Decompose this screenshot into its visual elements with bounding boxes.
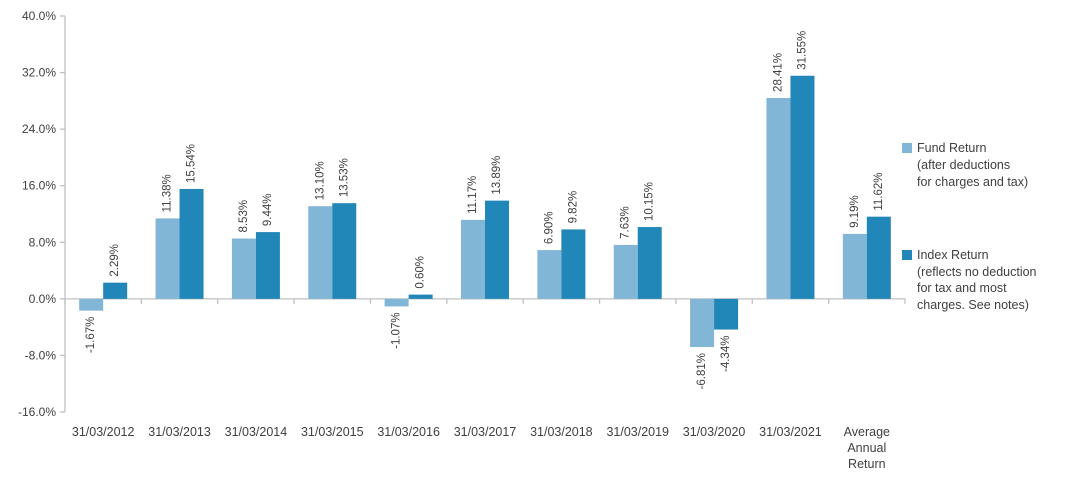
x-axis-label: 31/03/2019 [606,425,669,439]
y-axis-label: 8.0% [29,235,57,249]
value-label: 15.54% [186,144,198,183]
bar [790,75,815,299]
bar [308,206,333,299]
y-axis-label: 32.0% [22,66,56,80]
bar [461,219,485,299]
value-label: 10.15% [644,182,656,221]
x-axis-label: 31/03/2020 [683,425,746,439]
x-axis-label: 31/03/2014 [225,425,288,439]
index-return-swatch-icon [902,249,912,260]
bar [485,200,509,299]
x-axis-label: 31/03/2021 [759,425,822,439]
x-axis-label: 31/03/2018 [530,425,593,439]
value-label: 13.53% [338,158,350,197]
value-label: 8.53% [238,200,250,233]
value-label: 11.62% [873,173,885,211]
y-axis-label: -16.0% [18,405,56,419]
bar [408,294,433,299]
value-label: 0.60% [415,256,427,289]
y-axis-label: 0.0% [29,292,57,306]
bar [384,298,409,307]
fund-return-legend-label: Fund Return (after deductions for charge… [917,141,1029,189]
value-label: 11.17% [467,176,479,214]
bar [766,97,791,299]
bar [561,229,586,299]
legend: Fund Return (after deductions for charge… [902,140,1070,370]
bar [842,233,867,299]
bar [255,232,280,299]
bar [179,188,204,299]
fund-return-swatch-icon [902,143,912,153]
value-label: 13.10% [314,161,326,200]
value-label: 9.44% [262,193,274,226]
x-axis-label: 31/03/2013 [148,425,211,439]
y-axis-label: 40.0% [22,9,56,23]
x-axis-label: 31/03/2017 [454,425,517,439]
bar [155,218,180,299]
value-label: 7.63% [620,206,632,239]
value-label: 28.41% [772,53,784,92]
value-label: -1.07% [391,312,403,348]
bar [637,227,662,299]
index-return-legend-label: Index Return (reflects no deduction for … [917,247,1037,313]
value-label: -4.34% [720,336,732,372]
y-axis-label: -8.0% [25,348,57,362]
x-axis-label: 31/03/2012 [72,425,135,439]
bar [79,298,104,311]
bar [103,282,128,299]
value-label: -1.67% [85,317,97,353]
value-label: 2.29% [109,244,121,277]
x-axis-label: 31/03/2016 [377,425,440,439]
x-axis-label: Average [844,425,890,439]
bar [537,250,562,299]
value-label: 9.82% [567,191,579,224]
x-axis-label: Annual [847,441,886,455]
value-label: 13.89% [491,156,503,195]
y-axis-label: 16.0% [22,179,56,193]
bar [714,298,739,330]
value-label: 11.38% [162,174,174,212]
value-label: -6.81% [696,353,708,389]
legend-item-fund-return: Fund Return (after deductions for charge… [902,140,1070,191]
y-axis-label: 24.0% [22,122,56,136]
value-label: 6.90% [543,211,555,244]
bar [690,298,715,348]
bar [866,216,891,299]
value-label: 9.19% [849,195,861,228]
x-axis-label: 31/03/2015 [301,425,364,439]
x-axis-label: Return [848,457,886,471]
bar [332,203,357,299]
bar [231,238,256,299]
value-label: 31.55% [796,31,808,70]
bar [613,244,638,299]
legend-item-index-return: Index Return (reflects no deduction for … [902,247,1070,315]
